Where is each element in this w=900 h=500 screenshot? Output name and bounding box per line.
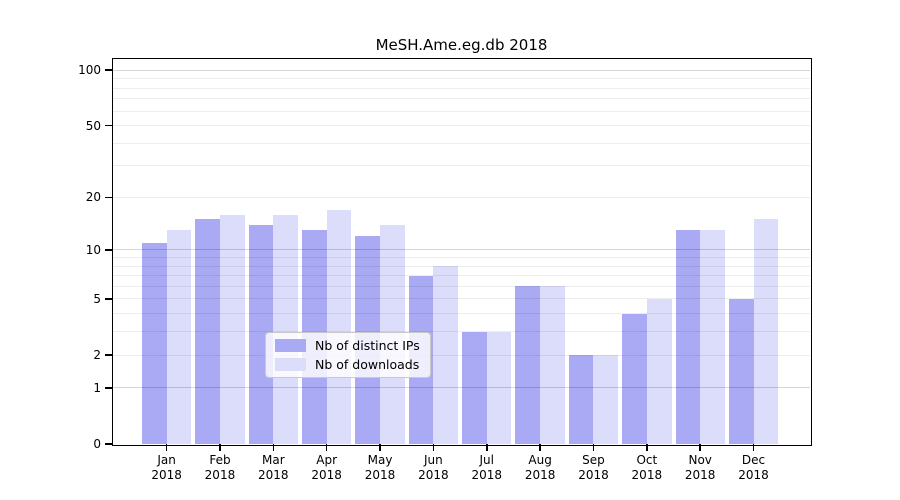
xtick-nov xyxy=(699,444,701,451)
legend-label-downloads: Nb of downloads xyxy=(315,357,420,372)
bar-jul-downloads xyxy=(486,331,512,444)
gridline-minor-4 xyxy=(113,313,810,315)
ytick-20 xyxy=(105,196,113,199)
xtick-label-sep: Sep 2018 xyxy=(578,453,609,482)
legend-swatch-distinct-ips xyxy=(275,339,306,352)
gridline-major-10 xyxy=(113,249,810,251)
bar-apr-downloads xyxy=(326,209,352,444)
xtick-feb xyxy=(219,444,221,451)
xtick-label-mar: Mar 2018 xyxy=(258,453,289,482)
gridline-minor-8 xyxy=(113,265,810,267)
bar-dec-ips xyxy=(728,298,754,444)
ytick-label-2: 2 xyxy=(93,348,101,363)
bar-oct-downloads xyxy=(646,298,672,444)
gridline-minor-80 xyxy=(113,87,810,89)
xtick-label-apr: Apr 2018 xyxy=(311,453,342,482)
gridline-minor-2 xyxy=(113,354,810,356)
xtick-label-feb: Feb 2018 xyxy=(204,453,236,482)
xtick-dec xyxy=(752,444,755,451)
ytick-label-0: 0 xyxy=(93,437,101,451)
xtick-mar xyxy=(272,444,275,451)
ytick-label-50: 50 xyxy=(85,118,101,133)
bar-jun-downloads xyxy=(433,266,459,444)
gridline-minor-70 xyxy=(113,98,810,100)
xtick-label-may: May 2018 xyxy=(364,453,396,482)
legend-item-distinct-ips: Nb of distinct IPs xyxy=(275,338,420,353)
xtick-label-jul: Jul 2018 xyxy=(471,453,503,482)
xtick-jul xyxy=(486,444,488,451)
chart-title: MeSH.Ame.eg.db 2018 xyxy=(375,36,548,54)
ytick-label-5: 5 xyxy=(93,291,101,306)
xtick-apr xyxy=(325,444,328,451)
xtick-aug xyxy=(539,444,541,451)
bar-aug-ips xyxy=(515,286,541,444)
gridline-minor-20 xyxy=(113,196,810,198)
xtick-label-jan: Jan 2018 xyxy=(151,453,182,482)
bar-dec-downloads xyxy=(753,219,779,444)
legend: Nb of distinct IPs Nb of downloads xyxy=(265,332,431,378)
legend-label-distinct-ips: Nb of distinct IPs xyxy=(315,338,420,353)
gridline-minor-50 xyxy=(113,125,810,127)
bar-sep-downloads xyxy=(593,355,619,444)
bar-jan-ips xyxy=(141,242,167,444)
gridline-minor-5 xyxy=(113,298,810,300)
xtick-jun xyxy=(432,444,435,451)
xtick-oct xyxy=(646,444,648,451)
ytick-label-20: 20 xyxy=(85,190,101,205)
gridline-minor-3 xyxy=(113,331,810,333)
xtick-may xyxy=(379,444,381,451)
bar-jan-downloads xyxy=(166,230,192,444)
xtick-sep xyxy=(592,444,595,451)
gridline-minor-9 xyxy=(113,257,810,258)
ytick-label-10: 10 xyxy=(85,242,101,257)
ytick-10 xyxy=(105,249,113,251)
bar-feb-downloads xyxy=(219,214,245,444)
xtick-label-jun: Jun 2018 xyxy=(418,453,449,482)
ytick-0 xyxy=(105,443,113,445)
bar-nov-ips xyxy=(675,230,701,444)
bar-feb-ips xyxy=(195,219,220,444)
plot-area: 0 1 2 5 10 20 50 100 Jan 2018 Feb 2018 Mar 2018 Apr… xyxy=(78,59,810,482)
gridline-minor-40 xyxy=(113,142,810,144)
legend-swatch-downloads xyxy=(275,358,306,371)
ytick-2 xyxy=(105,354,113,356)
ytick-label-1: 1 xyxy=(93,380,101,395)
ytick-100 xyxy=(105,69,113,71)
xtick-label-nov: Nov 2018 xyxy=(684,453,716,482)
gridline-major-1 xyxy=(113,387,810,389)
ytick-50 xyxy=(105,124,113,127)
bar-oct-ips xyxy=(622,313,647,444)
xtick-jan xyxy=(165,444,168,451)
gridline-minor-90 xyxy=(113,78,810,80)
bar-nov-downloads xyxy=(700,230,725,444)
gridline-minor-60 xyxy=(113,110,810,112)
gridline-minor-7 xyxy=(113,275,810,277)
bar-sep-ips xyxy=(568,355,594,444)
ytick-5 xyxy=(105,298,113,300)
xtick-label-aug: Aug 2018 xyxy=(524,453,556,482)
bar-mar-downloads xyxy=(273,214,298,444)
xtick-label-dec: Dec 2018 xyxy=(738,453,769,482)
ytick-1 xyxy=(105,387,113,389)
bar-jul-ips xyxy=(462,331,487,444)
gridline-major-100 xyxy=(113,69,810,71)
gridline-minor-30 xyxy=(113,165,810,167)
legend-item-downloads: Nb of downloads xyxy=(275,357,420,372)
bar-aug-downloads xyxy=(540,286,565,444)
gridline-minor-6 xyxy=(113,285,810,287)
xtick-label-oct: Oct 2018 xyxy=(631,453,663,482)
ytick-label-100: 100 xyxy=(78,63,101,78)
